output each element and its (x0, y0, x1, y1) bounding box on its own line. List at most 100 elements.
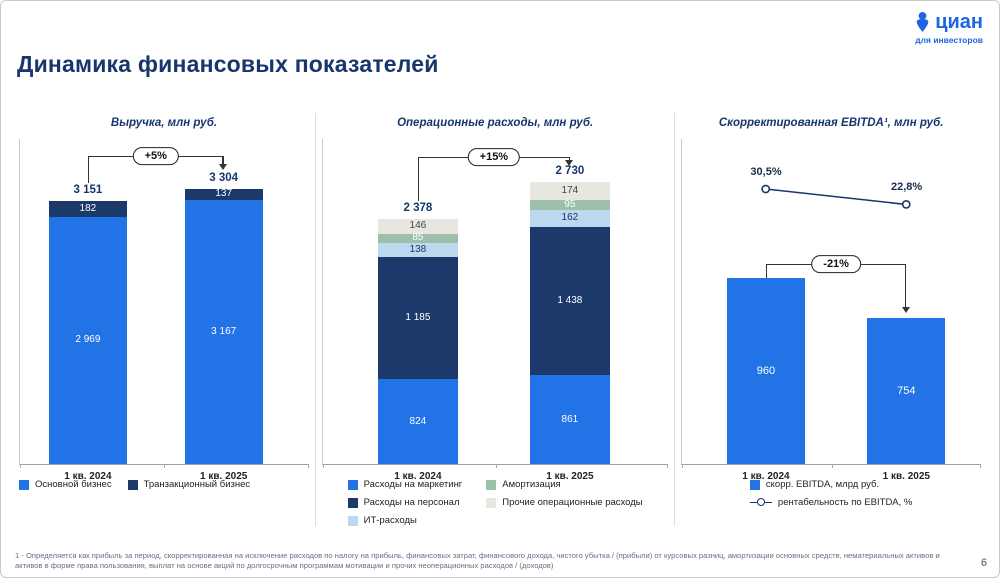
margin-value-label: 30,5% (750, 166, 782, 178)
legend-swatch-navy (127, 479, 138, 490)
x-axis-label: 1 кв. 2024 (742, 471, 790, 482)
x-axis-label: 1 кв. 2025 (882, 471, 930, 482)
brand-tagline: для инвесторов (915, 35, 983, 45)
x-axis-label: 1 кв. 2025 (200, 471, 248, 482)
legend-label: рентабельность по EBITDA, % (777, 497, 913, 508)
axis-tick (164, 464, 166, 468)
legend-label: Прочие операционные расходы (502, 497, 643, 508)
legend-swatch-blue (749, 479, 760, 490)
revenue-chart: 2 969 182 3 151 1 кв. 2024 3 167 137 3 304 1 кв… (19, 139, 309, 482)
change-bracket: +5% (87, 147, 228, 183)
legend-item-adj-ebitda: скорр. EBITDA, млрд руб. (749, 479, 912, 490)
bar-segment: 146 (378, 218, 458, 234)
bar-segment: 1 185 (378, 256, 458, 379)
bar-total-label: 2 378 (403, 201, 433, 214)
bar-left: 2 969 182 3 151 (48, 184, 127, 464)
legend-label: ИТ-расходы (363, 515, 417, 526)
axis-tick (322, 464, 324, 468)
bar-segment: 162 (530, 210, 610, 227)
legend-swatch-lightblue (347, 515, 358, 526)
bar-segment: 137 (184, 188, 263, 201)
legend-item-marketing: Расходы на маркетинг (347, 479, 463, 490)
legend-swatch-blue (19, 479, 29, 490)
x-axis-label: 1 кв. 2024 (64, 471, 112, 482)
bar-right: 3 167 137 3 304 (184, 172, 263, 464)
footnote: 1 - Определяется как прибыль за период, … (15, 550, 940, 571)
legend-revenue: Основной бизнес Транзакционный бизнес (19, 479, 309, 490)
arrow-down-icon (565, 160, 574, 166)
change-badge: +15% (467, 148, 521, 167)
bar-left: 824 1 185 138 85 146 2 378 (378, 202, 458, 464)
axis-tick (307, 464, 309, 468)
axis-tick (495, 464, 497, 468)
bar-segment: 1 438 (530, 226, 610, 376)
bar-segment: 754 (867, 318, 946, 464)
legend-opex: Расходы на маркетинг Расходы на персонал… (347, 479, 643, 526)
charts-area: Выручка, млн руб. 2 969 182 3 151 1 кв. 202… (1, 113, 999, 526)
legend-item-ebitda-margin: рентабельность по EBITDA, % (749, 497, 913, 508)
axis-tick (20, 464, 21, 468)
panel-revenue: Выручка, млн руб. 2 969 182 3 151 1 кв. 202… (13, 113, 315, 526)
legend-item-it-expenses: ИТ-расходы (347, 515, 463, 526)
legend-swatch-navy (347, 497, 358, 508)
panel-ebitda: Скорректированная EBITDA¹, млн руб. 960 1… (675, 113, 987, 526)
axis-tick (979, 464, 981, 468)
bar-segment: 182 (48, 201, 127, 217)
chart-title-opex: Операционные расходы, млн руб. (397, 117, 594, 129)
legend-label: скорр. EBITDA, млрд руб. (765, 479, 880, 490)
bar-segment: 138 (378, 242, 458, 257)
bar-segment: 960 (727, 278, 805, 464)
legend-ebitda: скорр. EBITDA, млрд руб. рентабельность … (749, 479, 913, 508)
legend-item-other-opex: Прочие операционные расходы (486, 497, 643, 508)
cian-pin-icon (914, 11, 931, 33)
cian-logo: циан для инвесторов (914, 11, 983, 45)
legend-label: Расходы на персонал (363, 497, 460, 508)
bar-total-label: 2 730 (555, 165, 585, 178)
legend-label: Основной бизнес (35, 479, 112, 490)
arrow-down-icon (219, 164, 228, 170)
legend-item-personnel: Расходы на персонал (347, 497, 463, 508)
bar-segment: 3 167 (184, 200, 263, 464)
legend-column-right: Амортизация Прочие операционные расходы (486, 479, 643, 526)
change-bracket: +15% (417, 148, 574, 201)
page-title: Динамика финансовых показателей (17, 51, 439, 77)
bar-segment: 85 (378, 233, 458, 243)
chart-title-revenue: Выручка, млн руб. (110, 117, 218, 129)
change-badge: -21% (811, 255, 861, 274)
legend-label: Транзакционный бизнес (143, 479, 251, 490)
change-badge: +5% (132, 147, 179, 166)
panel-opex: Операционные расходы, млн руб. 824 1 185 1… (314, 113, 676, 526)
bar-segment: 861 (530, 375, 610, 464)
bar-segment: 824 (378, 379, 458, 464)
bar-right: 754 (867, 318, 946, 464)
legend-swatch-green (486, 479, 497, 490)
x-axis-label: 1 кв. 2024 (394, 471, 442, 482)
ebitda-chart: 960 1 кв. 2024 754 1 кв. 2025 -21% 30,5% 22,8% (681, 139, 981, 482)
chart-title-ebitda: Скорректированная EBITDA¹, млн руб. (718, 117, 944, 129)
bar-left: 960 (727, 278, 805, 464)
bar-right: 861 1 438 162 95 174 2 730 (530, 165, 610, 464)
page-number: 6 (980, 557, 987, 569)
line-marker-icon (749, 498, 772, 507)
legend-swatch-gray (486, 497, 497, 508)
axis-tick (667, 464, 669, 468)
legend-swatch-blue (347, 479, 358, 490)
axis-tick (682, 464, 684, 468)
opex-chart: 824 1 185 138 85 146 2 378 1 кв. 2024 861 1 438 1… (321, 139, 669, 482)
change-bracket: -21% (765, 255, 910, 313)
bar-segment: 95 (530, 200, 610, 211)
x-axis-label: 1 кв. 2025 (546, 471, 594, 482)
axis-tick (831, 464, 833, 468)
bar-total-label: 3 304 (209, 171, 239, 184)
legend-column-left: Расходы на маркетинг Расходы на персонал… (347, 479, 463, 526)
bar-segment: 174 (530, 182, 610, 201)
legend-label: Амортизация (502, 479, 561, 490)
bar-total-label: 3 151 (73, 184, 103, 197)
arrow-down-icon (901, 307, 910, 313)
legend-item-core-business: Основной бизнес (19, 479, 112, 490)
brand-wordmark: циан (935, 11, 983, 33)
legend-item-transactional-business: Транзакционный бизнес (127, 479, 251, 490)
legend-item-amortization: Амортизация (486, 479, 642, 490)
legend-label: Расходы на маркетинг (363, 479, 463, 490)
